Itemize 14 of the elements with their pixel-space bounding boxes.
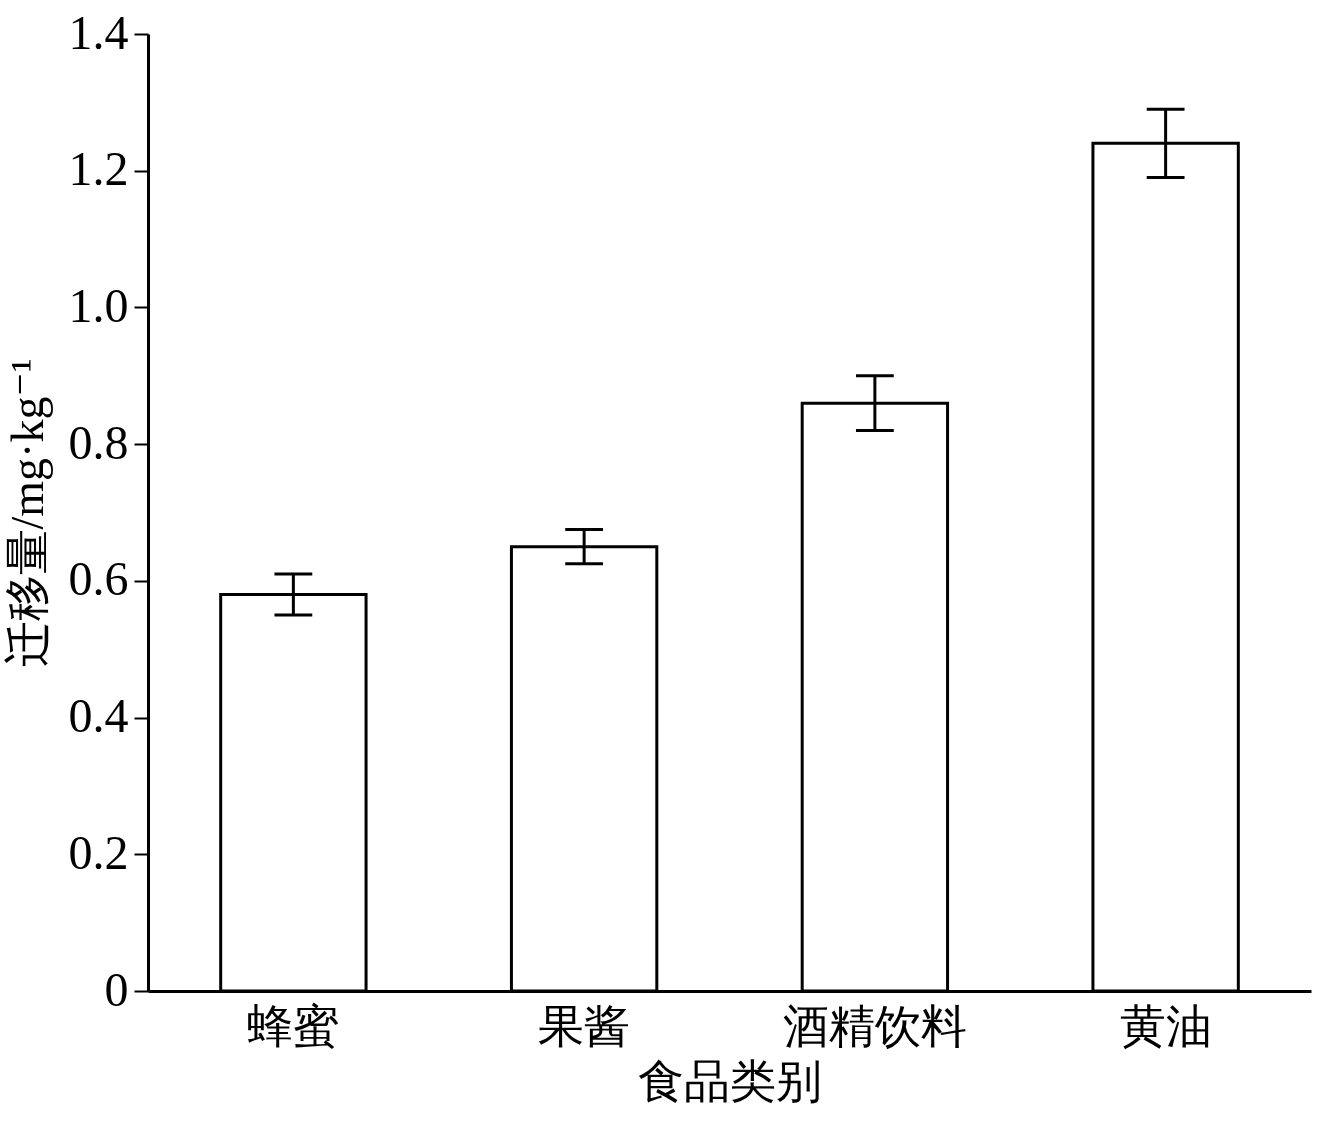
- x-axis-title: 食品类别: [638, 1055, 822, 1107]
- y-tick-label: 0.4: [68, 689, 129, 743]
- y-tick-label: 0.2: [68, 825, 129, 879]
- y-tick-label: 1.4: [68, 5, 129, 59]
- y-tick-label: 1.2: [68, 142, 129, 196]
- y-axis-title: 迁移量/mg·kg⁻¹: [1, 358, 53, 668]
- y-tick-label: 0.6: [68, 552, 129, 606]
- y-tick-label: 0: [104, 962, 129, 1016]
- x-tick-label: 果酱: [538, 1000, 631, 1052]
- x-tick-label: 酒精饮料: [782, 1000, 967, 1052]
- x-tick-label: 黄油: [1119, 1000, 1212, 1052]
- y-tick-label: 1.0: [68, 278, 129, 332]
- x-tick-label: 蜂蜜: [247, 1000, 340, 1052]
- y-tick-label: 0.8: [68, 415, 129, 469]
